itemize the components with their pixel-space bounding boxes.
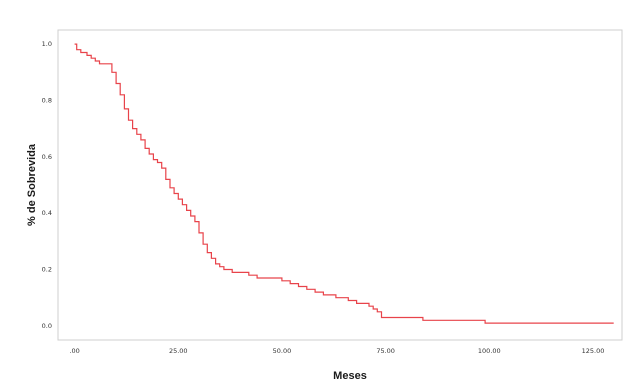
x-tick-label: 50.00 — [273, 347, 292, 355]
y-tick-label: 0.0 — [42, 322, 52, 330]
x-axis-title: Meses — [333, 370, 367, 382]
y-tick-label: 0.8 — [42, 96, 52, 104]
plot-frame — [57, 29, 623, 341]
y-tick-label: 0.2 — [42, 266, 52, 274]
x-tick-label: 75.00 — [376, 347, 395, 355]
y-tick-label: 0.6 — [42, 153, 52, 161]
x-tick-label: 125.00 — [582, 347, 605, 355]
survival-curve — [74, 43, 614, 324]
y-axis-title: % de Sobrevida — [26, 143, 38, 226]
y-tick-labels: 0.0 0.2 0.4 0.6 0.8 1.0 — [42, 40, 52, 330]
x-tick-label: 25.00 — [169, 347, 188, 355]
x-tick-label: 100.00 — [478, 347, 501, 355]
x-tick-label: .00 — [69, 347, 79, 355]
y-tick-label: 0.4 — [42, 209, 52, 217]
y-tick-label: 1.0 — [42, 40, 52, 48]
x-tick-labels: .00 25.00 50.00 75.00 100.00 125.00 — [69, 347, 604, 355]
